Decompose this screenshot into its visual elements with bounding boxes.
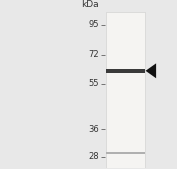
Text: 28: 28 bbox=[88, 152, 99, 161]
Text: 72: 72 bbox=[88, 50, 99, 59]
Bar bbox=[106, 12, 145, 168]
Text: 55: 55 bbox=[88, 79, 99, 88]
Text: 95: 95 bbox=[88, 20, 99, 29]
Bar bbox=[106, 152, 145, 154]
Text: 36: 36 bbox=[88, 125, 99, 134]
Text: kDa: kDa bbox=[81, 0, 99, 9]
Polygon shape bbox=[145, 63, 156, 78]
Bar bbox=[106, 69, 145, 73]
